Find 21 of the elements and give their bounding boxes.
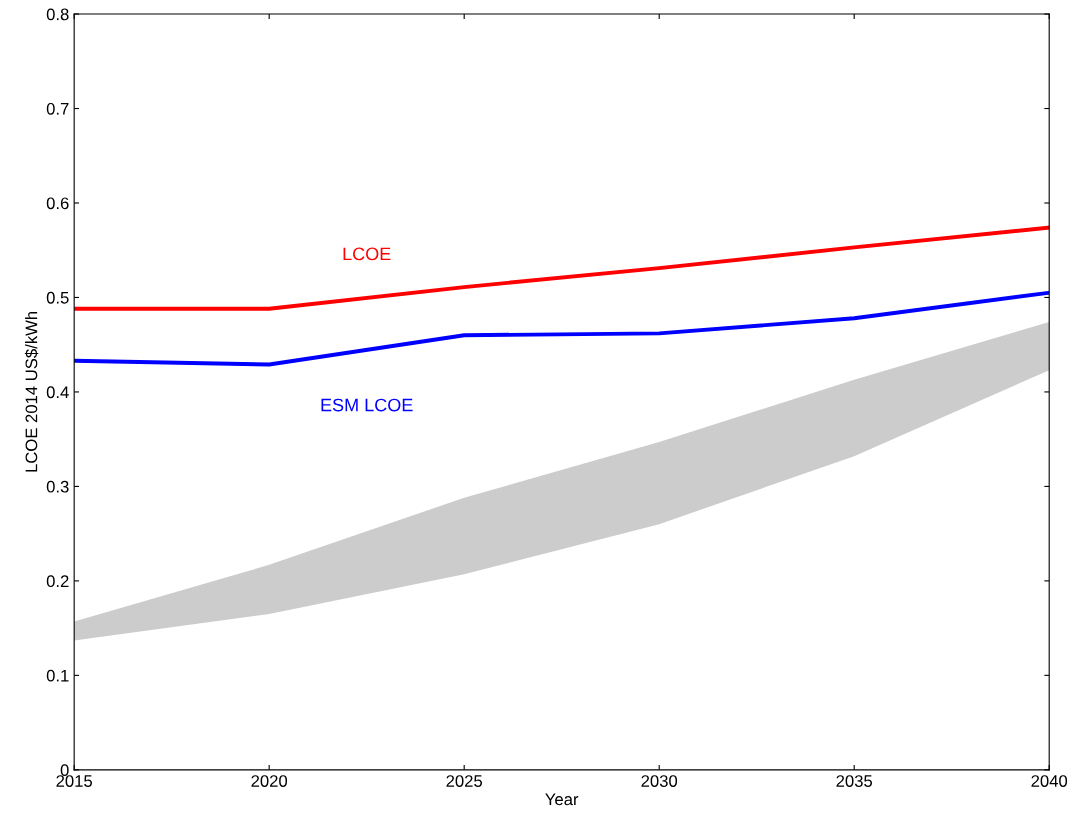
x-tick-label: 2020 [251,775,288,787]
y-tick-label: 0.6 [46,197,69,210]
x-tick-label: 2030 [641,775,678,787]
line-series [74,225,1050,311]
y-tick-label: 0.7 [46,102,69,115]
y-tick-label: 0.5 [46,291,69,304]
y-tick-label: 0.8 [46,8,69,21]
series-label: LCOE [343,247,391,261]
y-axis-title: LCOE 2014 US$/kWh [24,311,39,472]
y-tick-label: 0 [60,764,69,777]
x-tick-label: 2040 [1031,775,1068,787]
y-tick-label: 0.2 [46,575,69,588]
y-tick-label: 0.1 [46,669,69,682]
x-tick-label: 2025 [446,775,483,787]
text: ESM LCOE [321,398,413,412]
line-series [74,290,1050,367]
y-tick-label: 0.4 [46,386,69,399]
x-tick-label: 2035 [836,775,873,787]
y-tick-label: 0.3 [46,480,69,493]
x-axis-title: Year [545,793,579,806]
x-tick-label: 2015 [56,775,93,787]
